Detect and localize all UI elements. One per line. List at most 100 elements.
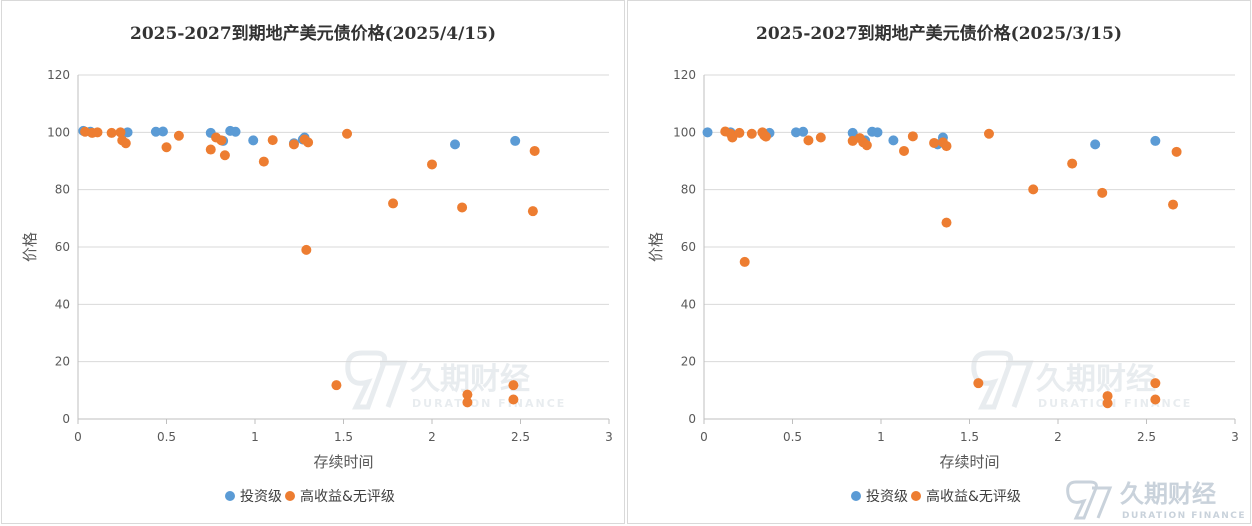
data-point bbox=[1102, 391, 1113, 402]
data-point bbox=[462, 389, 473, 400]
y-tick-label: 40 bbox=[55, 297, 70, 311]
data-point bbox=[161, 142, 172, 153]
duration-finance-logo-icon bbox=[345, 350, 408, 410]
scatter-chart-2025-03-15: 2025-2027到期地产美元债价格(2025/3/15)久期财经DURATIO… bbox=[647, 23, 1239, 505]
data-point bbox=[1090, 139, 1101, 150]
legend-marker-0 bbox=[851, 491, 861, 501]
data-point bbox=[1150, 378, 1161, 389]
data-point bbox=[342, 128, 353, 139]
data-point bbox=[872, 127, 883, 138]
data-point bbox=[216, 135, 227, 146]
data-point bbox=[157, 126, 168, 137]
duration-finance-logo: 久期财经 DURATION FINANCE bbox=[1066, 480, 1245, 521]
data-point bbox=[847, 127, 858, 138]
legend-marker-1 bbox=[911, 491, 921, 501]
y-tick-label: 120 bbox=[673, 68, 696, 82]
series-high-yield bbox=[80, 126, 540, 408]
data-point bbox=[462, 397, 473, 408]
x-tick-label: 2 bbox=[428, 430, 436, 444]
x-tick-label: 0 bbox=[700, 430, 708, 444]
series-investment-grade bbox=[78, 125, 521, 150]
data-point bbox=[457, 202, 468, 213]
data-point bbox=[1097, 187, 1108, 198]
chart-panel-left: 2025-2027到期地产美元债价格(2025/4/15) 久期财经 DURATIO… bbox=[1, 0, 625, 524]
data-point bbox=[510, 135, 521, 146]
y-tick-label: 20 bbox=[681, 355, 696, 369]
legend: 投资级 高收益&无评级 bbox=[225, 488, 395, 505]
legend-label-1: 高收益&无评级 bbox=[300, 488, 395, 505]
data-point bbox=[1150, 394, 1161, 405]
data-point bbox=[92, 127, 103, 138]
data-point bbox=[803, 135, 814, 146]
data-point bbox=[739, 256, 750, 267]
x-tick-label: 1.5 bbox=[960, 430, 979, 444]
duration-finance-logo-icon bbox=[971, 350, 1034, 410]
data-point bbox=[798, 126, 809, 137]
logo-stroke-right bbox=[1006, 360, 1034, 408]
legend: 投资级 高收益&无评级 bbox=[851, 488, 1021, 505]
logo-text-cn: 久期财经 bbox=[1120, 480, 1216, 508]
data-point bbox=[983, 128, 994, 139]
logo-stroke-left bbox=[345, 350, 388, 410]
data-point bbox=[1171, 146, 1182, 157]
watermark-text-en: DURATION FINANCE bbox=[412, 397, 566, 410]
data-point bbox=[529, 145, 540, 156]
data-point bbox=[219, 150, 230, 161]
x-axis-label: 存续时间 bbox=[313, 453, 373, 471]
y-tick-label: 80 bbox=[55, 183, 70, 197]
x-tick-label: 0.5 bbox=[157, 430, 176, 444]
data-point bbox=[734, 127, 745, 138]
data-point bbox=[899, 145, 910, 156]
data-point bbox=[205, 144, 216, 155]
watermark-text-en: DURATION FINANCE bbox=[1038, 397, 1192, 410]
data-point bbox=[527, 206, 538, 217]
data-point bbox=[1168, 199, 1179, 210]
x-tick-label: 3 bbox=[605, 430, 613, 444]
y-axis-label: 价格 bbox=[647, 232, 665, 262]
legend-marker-0 bbox=[225, 491, 235, 501]
data-point bbox=[150, 126, 161, 137]
data-point bbox=[1067, 158, 1078, 169]
data-point bbox=[508, 380, 519, 391]
x-tick-label: 1 bbox=[251, 430, 259, 444]
data-point bbox=[450, 139, 461, 150]
x-axis-label: 存续时间 bbox=[939, 453, 999, 471]
x-tick-label: 1.5 bbox=[334, 430, 353, 444]
logo-stroke-right bbox=[380, 360, 408, 408]
data-point bbox=[427, 159, 437, 170]
data-point bbox=[288, 139, 299, 150]
data-point bbox=[888, 135, 899, 146]
legend-marker-1 bbox=[285, 491, 295, 501]
chart-title: 2025-2027到期地产美元债价格(2025/3/15) bbox=[756, 23, 1122, 44]
data-point bbox=[106, 127, 117, 138]
data-point bbox=[815, 132, 826, 143]
data-point bbox=[508, 394, 519, 405]
legend-label-0: 投资级 bbox=[240, 489, 282, 505]
data-point bbox=[230, 126, 241, 137]
x-tick-label: 0 bbox=[74, 430, 82, 444]
data-point bbox=[258, 156, 269, 167]
y-tick-label: 60 bbox=[55, 240, 70, 254]
x-tick-label: 3 bbox=[1231, 430, 1239, 444]
y-tick-label: 20 bbox=[55, 355, 70, 369]
legend-label-1: 高收益&无评级 bbox=[926, 488, 1021, 505]
data-point bbox=[760, 131, 771, 142]
x-tick-label: 1 bbox=[877, 430, 885, 444]
y-tick-label: 120 bbox=[47, 68, 70, 82]
data-point bbox=[929, 137, 940, 148]
scatter-chart-2025-04-15: 2025-2027到期地产美元债价格(2025/4/15) 久期财经DURATIO… bbox=[21, 23, 613, 505]
data-point bbox=[1102, 398, 1113, 409]
data-point bbox=[331, 380, 342, 391]
chart-title: 2025-2027到期地产美元债价格(2025/4/15) bbox=[130, 23, 496, 44]
data-point bbox=[861, 140, 872, 151]
data-point bbox=[120, 138, 131, 149]
y-tick-label: 100 bbox=[47, 125, 70, 139]
data-point bbox=[941, 141, 952, 152]
y-tick-label: 0 bbox=[688, 412, 696, 426]
data-point bbox=[388, 198, 399, 209]
data-point bbox=[122, 127, 133, 138]
data-point bbox=[973, 378, 984, 389]
data-point bbox=[173, 130, 184, 141]
